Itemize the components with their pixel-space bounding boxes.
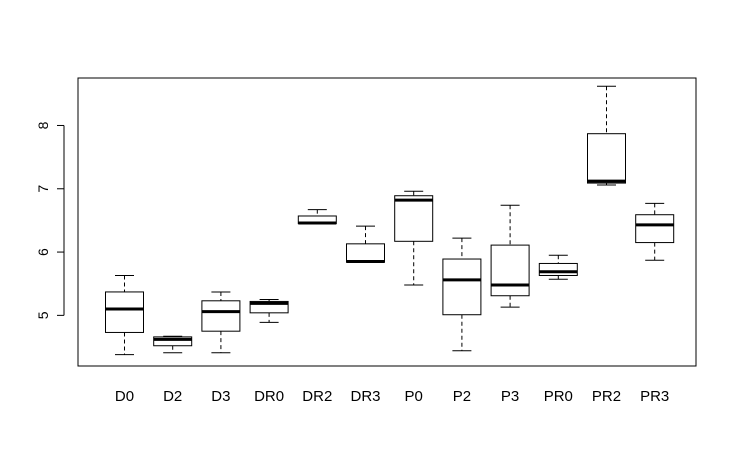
box-p3 [490, 204, 530, 308]
iqr-box [490, 244, 530, 297]
box-dr3 [346, 225, 385, 264]
iqr-box [346, 243, 385, 263]
y-tick-label: 7 [35, 185, 51, 193]
x-axis: D0 D2 D3 DR0 DR2 DR3 P0 P2 P3 PR0 PR2 PR3 [115, 388, 669, 405]
iqr-box [394, 195, 434, 242]
x-tick-label: PR2 [592, 388, 621, 405]
box-dr0 [249, 299, 289, 323]
box-p2 [442, 237, 482, 352]
box-d0 [105, 274, 144, 356]
iqr-box [442, 258, 482, 316]
x-tick-label: P2 [453, 388, 471, 405]
plot-frame [77, 77, 697, 367]
y-tick-label: 5 [35, 311, 51, 319]
x-tick-label: P0 [405, 388, 423, 405]
x-tick-label: DR0 [254, 388, 284, 405]
box-d3 [201, 291, 241, 354]
iqr-box [153, 336, 193, 347]
x-tick-label: PR3 [640, 388, 669, 405]
iqr-box [201, 300, 241, 332]
iqr-box [587, 133, 626, 184]
x-tick-label: P3 [501, 388, 519, 405]
iqr-box [249, 300, 289, 314]
box-series [105, 85, 675, 356]
x-tick-label: D3 [211, 388, 230, 405]
box-dr2 [297, 209, 337, 225]
y-tick-label: 8 [35, 121, 51, 129]
box-pr2 [587, 85, 626, 186]
x-tick-label: DR3 [350, 388, 380, 405]
x-tick-label: D0 [115, 388, 134, 405]
box-pr0 [538, 254, 578, 280]
iqr-box [538, 262, 578, 276]
box-p0 [394, 190, 434, 286]
x-tick-label: DR2 [302, 388, 332, 405]
y-tick-label: 6 [35, 248, 51, 256]
box-pr3 [635, 202, 675, 261]
x-tick-label: PR0 [544, 388, 573, 405]
x-tick-label: D2 [163, 388, 182, 405]
box-d2 [153, 335, 193, 354]
iqr-box [635, 214, 675, 244]
y-axis: 5 6 7 8 [35, 121, 65, 319]
iqr-box [105, 291, 144, 333]
